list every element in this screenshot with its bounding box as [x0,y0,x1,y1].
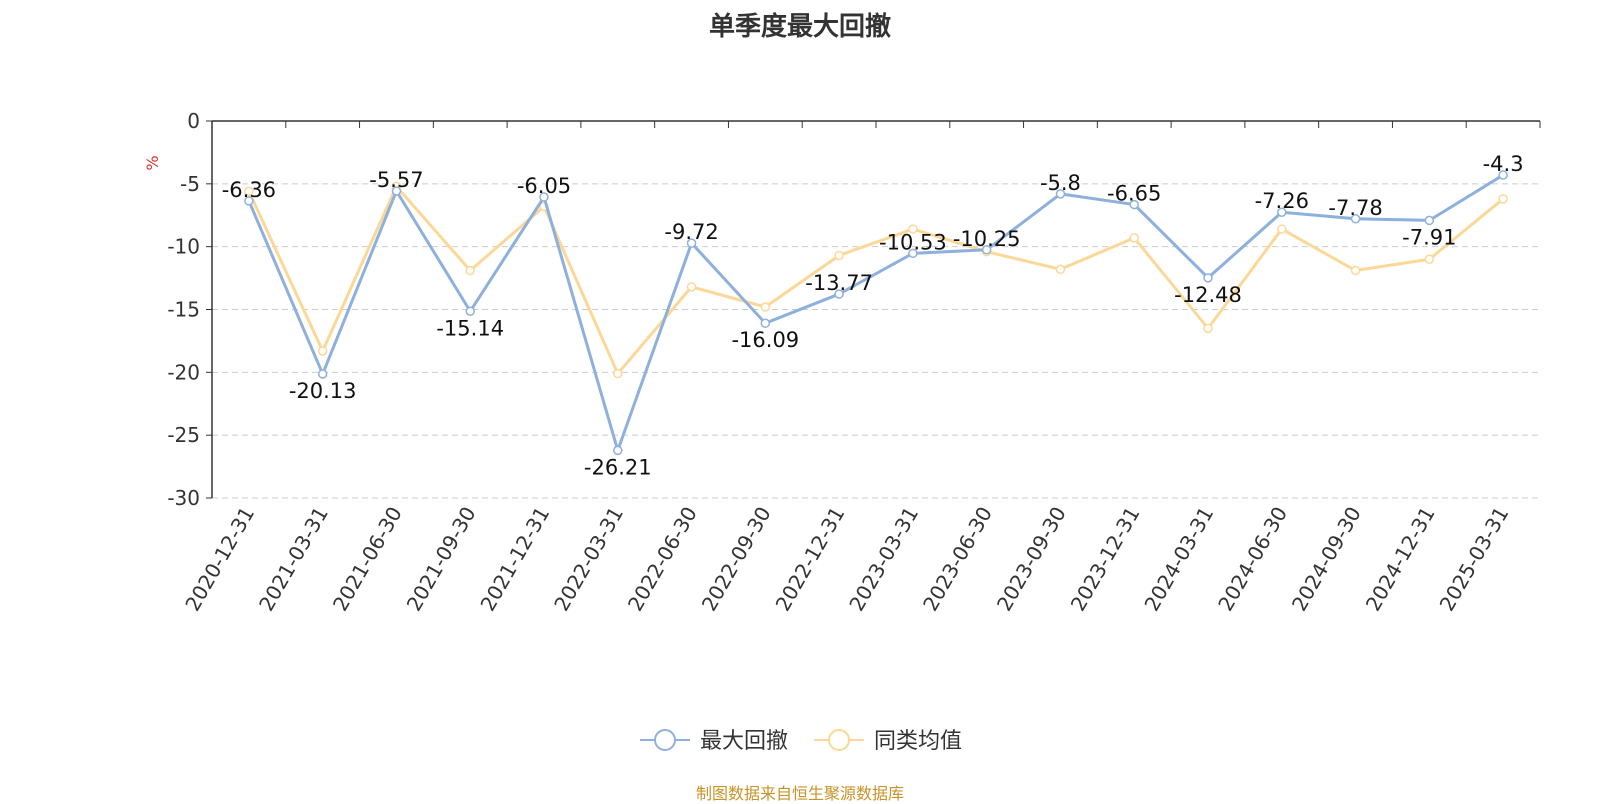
legend-marker [828,729,850,751]
data-point [1350,265,1361,276]
data-source-note: 制图数据来自恒生聚源数据库 [695,784,904,803]
data-point [391,186,402,196]
data-point [686,238,697,248]
x-tick-label: 2021-09-30 [402,503,481,616]
data-point [317,346,328,356]
x-tick-label: 2021-06-30 [328,503,407,616]
data-point [834,250,844,261]
x-tick-label: 2021-03-31 [254,503,333,616]
x-tick-label: 2023-03-31 [844,503,923,616]
x-tick-label: 2024-12-31 [1361,503,1440,616]
chart-title: 单季度最大回撤 [708,12,891,42]
x-tick-label: 2023-09-30 [992,503,1071,616]
data-label: -7.91 [1402,225,1456,249]
data-label: -7.78 [1328,196,1382,220]
data-point [1055,264,1066,275]
data-point [1055,189,1066,199]
data-label: -13.77 [805,271,873,295]
data-point [1129,233,1139,243]
legend-label: 最大回撤 [700,729,788,754]
y-tick-label: -15 [167,298,200,322]
data-label: -6.36 [222,178,276,202]
series-line-2 [247,184,1505,376]
legend-marker [654,729,676,751]
y-tick-label: -10 [167,235,200,259]
data-point [1498,170,1508,180]
data-point [1424,215,1435,226]
x-tick-label: 2020-12-31 [180,503,259,616]
y-tick-label: -5 [180,172,200,196]
data-point [1203,273,1213,283]
data-point [613,445,623,456]
data-point [1498,194,1508,204]
x-tick-label: 2022-09-30 [697,503,776,616]
data-label: -16.09 [731,328,799,352]
data-point [760,318,771,328]
data-point [465,265,475,276]
data-label: -15.14 [436,316,504,340]
data-point [1277,207,1287,217]
data-point [1129,199,1139,210]
data-point [244,186,254,197]
x-tick-label: 2025-03-31 [1435,503,1514,616]
data-label: -12.48 [1174,283,1242,307]
data-point [908,224,918,234]
data-label: -20.13 [289,379,357,403]
data-point [317,369,328,379]
x-tick-label: 2024-06-30 [1213,503,1292,616]
data-point [613,368,623,379]
x-tick-label: 2023-12-31 [1066,503,1145,616]
data-label: -6.65 [1107,182,1161,206]
y-tick-label: -20 [167,360,200,384]
x-tick-label: 2023-06-30 [918,503,997,616]
data-label: -5.8 [1040,171,1081,195]
x-tick-label: 2022-06-30 [623,503,702,616]
y-axis-label: % [143,155,162,170]
y-tick-label: -30 [167,486,200,510]
y-tick-label: -25 [167,423,200,447]
data-label: -6.05 [517,174,571,198]
data-label: -5.57 [369,168,423,192]
x-tick-label: 2022-03-31 [549,503,628,616]
data-point [1424,254,1435,264]
data-label: -26.21 [584,455,652,479]
data-point [760,302,771,312]
data-point [834,289,844,299]
legend-label: 同类均值 [874,729,962,754]
data-point [244,196,254,206]
data-point [1203,323,1213,334]
data-label: -10.53 [879,230,947,254]
data-point [686,282,697,292]
x-tick-label: 2022-12-31 [771,503,850,616]
data-label: -7.26 [1255,189,1309,213]
series-line-1 [247,173,1504,452]
data-point [908,248,918,259]
y-tick-label: 0 [187,109,200,133]
data-point [1350,214,1361,224]
x-tick-label: 2024-09-30 [1287,503,1366,616]
data-point [465,306,475,317]
data-label: -4.3 [1483,152,1524,176]
data-label: -9.72 [664,220,718,244]
data-label: -10.25 [953,227,1021,251]
x-tick-label: 2021-12-31 [475,503,554,616]
x-tick-label: 2024-03-31 [1139,503,1218,616]
data-point [539,192,549,202]
data-point [1277,224,1287,234]
data-point [981,245,992,255]
